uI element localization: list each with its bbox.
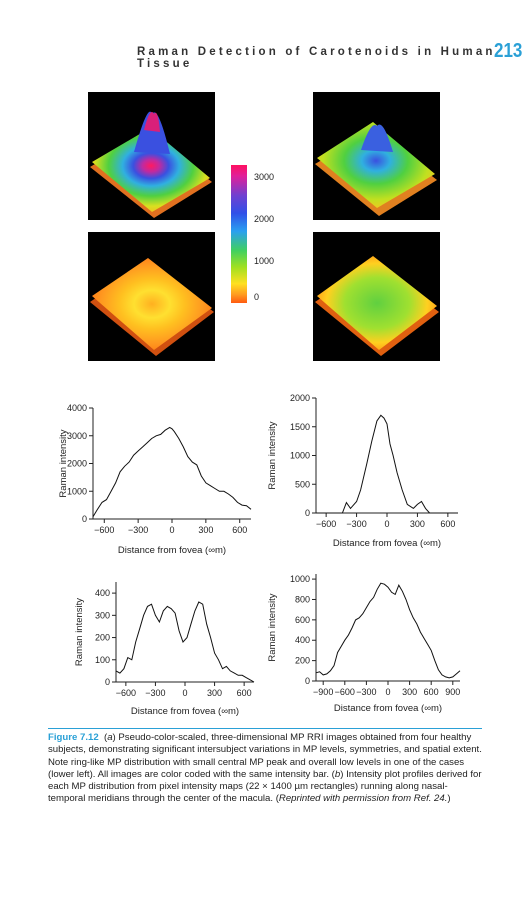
y-tick-label: 600 [295,615,310,625]
y-tick-label: 1500 [290,422,310,432]
x-axis-title: Distance from fovea (∞m) [118,545,226,556]
colorbar-tick: 1000 [254,256,275,266]
y-tick-label: 4000 [67,403,87,413]
caption-part-b-letter: b [334,768,341,780]
x-tick-label: 900 [445,687,460,697]
y-tick-label: 2000 [290,393,310,403]
profile-line [315,582,461,679]
x-tick-label: −600 [94,525,114,535]
x-tick-label: 300 [410,519,425,529]
colorbar-tick: 2000 [254,214,275,224]
caption-rule [48,728,482,729]
x-tick-label: −300 [346,519,366,529]
y-tick-label: 0 [82,514,87,524]
intensity-color-bar [231,165,247,303]
caption-part-a-letter: a [107,732,113,743]
caption-part-a-open: ( [104,732,108,743]
x-tick-label: −300 [356,687,376,697]
y-tick-label: 0 [305,676,310,686]
y-tick-label: 800 [295,594,310,604]
x-tick-label: 600 [232,525,247,535]
x-axis-title: Distance from fovea (∞m) [334,703,442,714]
y-tick-label: 500 [295,479,310,489]
y-tick-label: 3000 [67,431,87,441]
y-tick-label: 400 [295,635,310,645]
caption-text-3: ) [447,793,451,805]
x-tick-label: 300 [198,525,213,535]
x-tick-label: 300 [207,688,222,698]
y-axis-title: Raman intensity [58,429,69,497]
x-tick-label: 0 [384,519,389,529]
y-tick-label: 0 [105,677,110,687]
y-tick-label: 200 [295,656,310,666]
y-tick-label: 100 [95,655,110,665]
x-tick-label: 0 [385,687,390,697]
mp-image-bottom-left [88,232,215,361]
figure-caption: Figure 7.12 (a) Pseudo-color-scaled, thr… [48,732,482,806]
y-axis-title: Raman intensity [267,421,278,489]
x-tick-label: −600 [335,687,355,697]
x-tick-label: 300 [402,687,417,697]
mp-image-top-left [88,92,215,220]
x-tick-label: −600 [316,519,336,529]
x-tick-label: 0 [169,525,174,535]
profile-line [92,426,252,518]
mp-image-top-right [313,92,440,220]
colorbar-tick: 0 [254,292,260,302]
colorbar-tick: 3000 [254,172,275,182]
x-tick-label: 600 [440,519,455,529]
running-title: Raman Detection of Carotenoids in Human … [137,46,496,70]
x-tick-label: −300 [128,525,148,535]
x-tick-label: −900 [313,687,333,697]
page-number: 213 [493,40,522,62]
x-axis-title: Distance from fovea (∞m) [131,706,239,717]
mp-image-bottom-right [313,232,440,361]
profile-line [115,601,255,683]
x-tick-label: 0 [182,688,187,698]
y-tick-label: 1000 [290,574,310,584]
y-tick-label: 2000 [67,459,87,469]
x-tick-label: 600 [237,688,252,698]
caption-reprint-note: Reprinted with permission from Ref. 24. [278,793,448,805]
caption-text-1: ) Pseudo-color-scaled, three-dimensional… [48,732,482,780]
x-tick-label: −600 [116,688,136,698]
x-tick-label: 600 [424,687,439,697]
y-tick-label: 300 [95,610,110,620]
y-tick-label: 0 [305,508,310,518]
figure-label: Figure 7.12 [48,732,99,743]
profile-line [316,414,458,514]
caption-text-2: ) Intensity plot profiles derived for ea… [48,768,482,805]
y-axis-title: Raman intensity [267,593,278,661]
x-tick-label: −300 [145,688,165,698]
x-axis-title: Distance from fovea (∞m) [333,538,441,549]
y-tick-label: 1000 [67,486,87,496]
y-tick-label: 1000 [290,451,310,461]
y-tick-label: 400 [95,588,110,598]
y-axis-title: Raman intensity [74,598,85,666]
y-tick-label: 200 [95,633,110,643]
